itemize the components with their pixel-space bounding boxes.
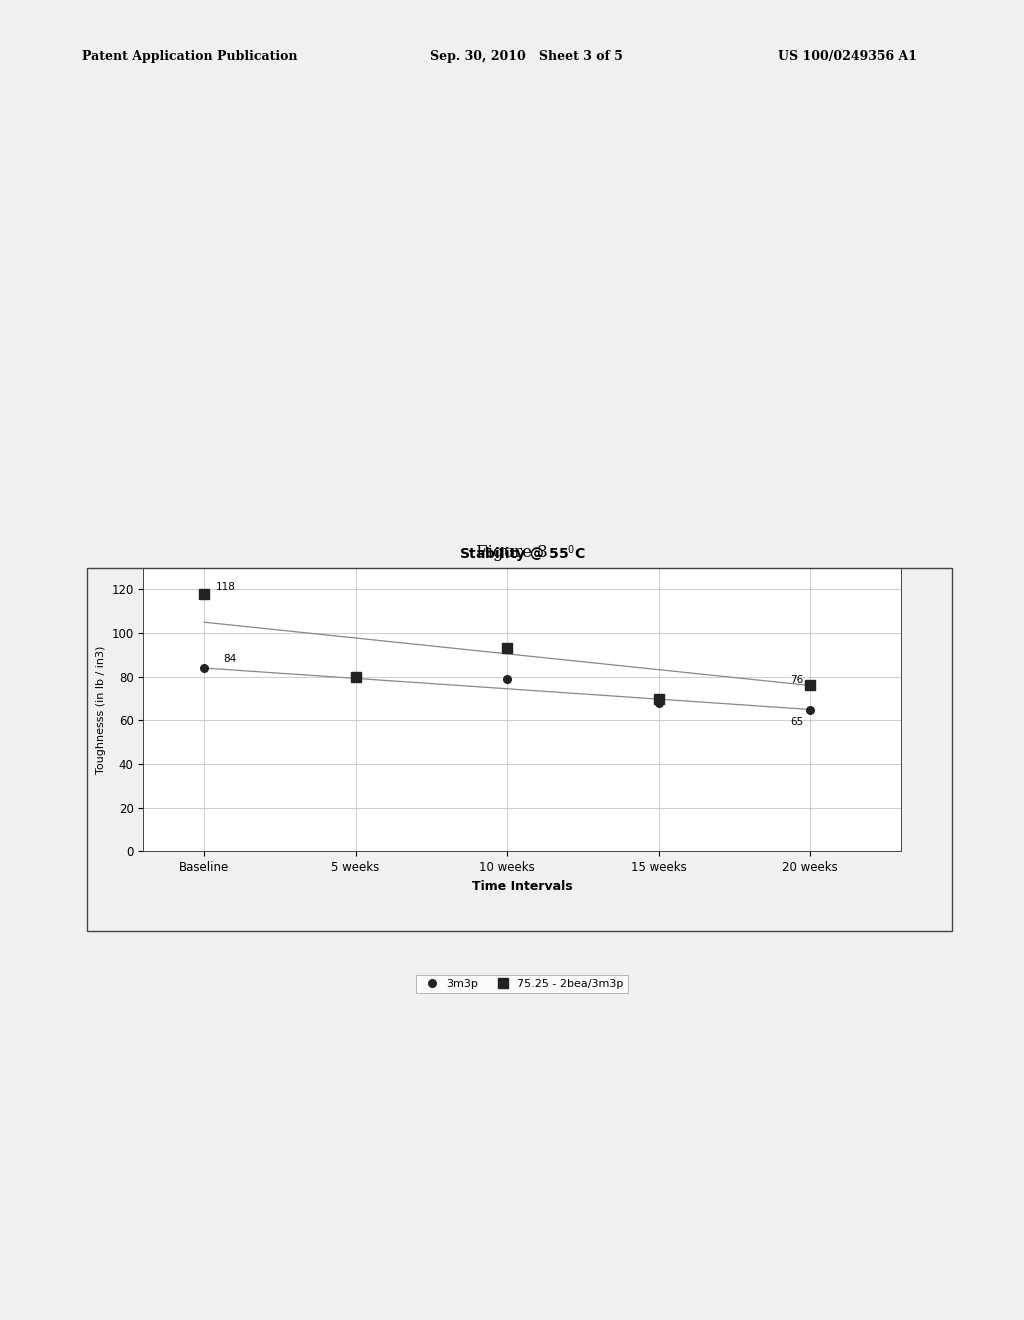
Title: Stability @ 55$^0$C: Stability @ 55$^0$C — [459, 544, 586, 565]
Text: Figure 3: Figure 3 — [476, 544, 548, 561]
Text: 65: 65 — [791, 717, 804, 727]
Text: 84: 84 — [223, 653, 237, 664]
Text: 76: 76 — [791, 676, 804, 685]
Text: US 100/0249356 A1: US 100/0249356 A1 — [778, 50, 918, 63]
Text: Patent Application Publication: Patent Application Publication — [82, 50, 297, 63]
Text: Sep. 30, 2010   Sheet 3 of 5: Sep. 30, 2010 Sheet 3 of 5 — [430, 50, 623, 63]
Y-axis label: Toughnesss (in lb / in3): Toughnesss (in lb / in3) — [95, 645, 105, 774]
X-axis label: Time Intervals: Time Intervals — [472, 879, 572, 892]
Text: 118: 118 — [216, 582, 236, 591]
Legend: 3m3p, 75.25 - 2bea/3m3p: 3m3p, 75.25 - 2bea/3m3p — [417, 974, 628, 994]
